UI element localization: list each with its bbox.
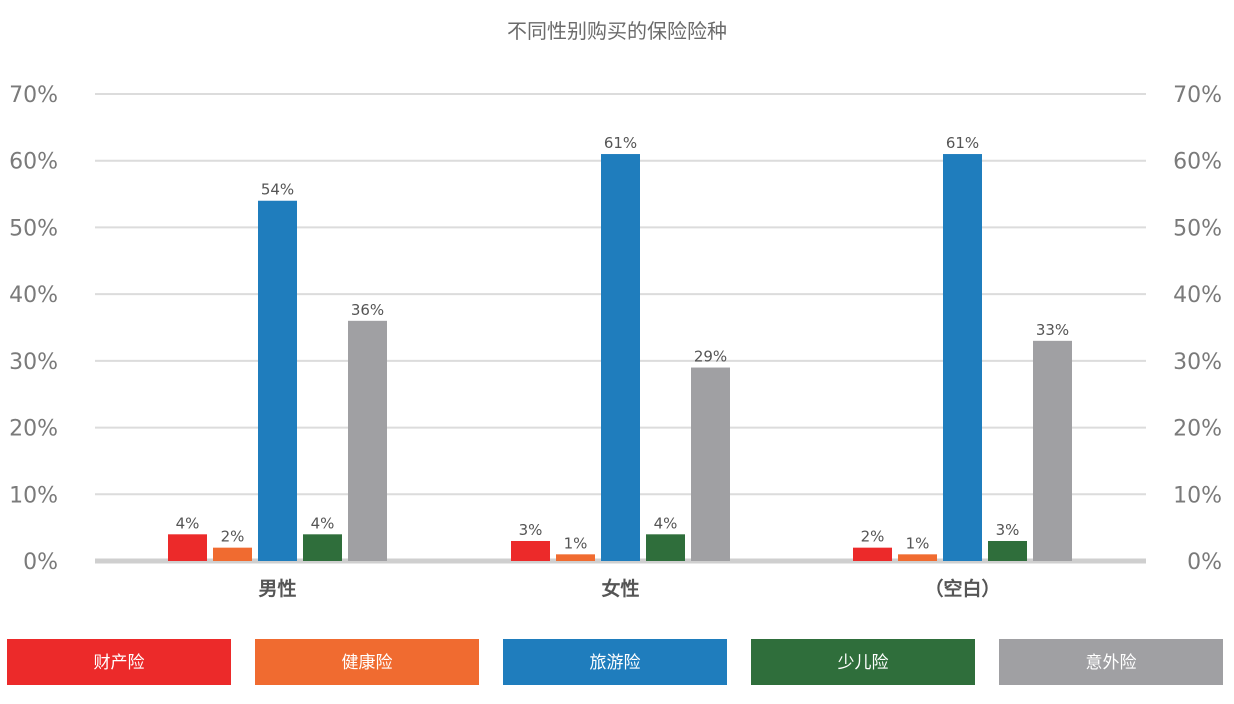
category-label: （空白） [924, 577, 1000, 600]
legend-item: 少儿险 [751, 639, 975, 685]
y-tick-label-left: 50% [9, 216, 58, 241]
bar [303, 534, 342, 561]
bar [258, 200, 297, 561]
bar [213, 547, 252, 561]
data-label: 2% [221, 528, 245, 546]
y-tick-label-right: 10% [1173, 483, 1222, 508]
legend-swatch [999, 639, 1223, 685]
legend-label: 意外险 [1086, 653, 1137, 673]
data-label: 1% [564, 534, 588, 552]
bar [853, 547, 892, 561]
chart-title: 不同性别购买的保险险种 [507, 19, 727, 43]
category-label: 男性 [258, 577, 296, 600]
bar [898, 554, 937, 561]
y-axis-right: 0% 10% 20% 30% 40% 50% 60% 70% [1173, 83, 1222, 575]
bars [168, 154, 1072, 562]
data-label: 2% [861, 528, 885, 546]
y-tick-label-left: 0% [23, 550, 58, 575]
data-label: 61% [946, 134, 979, 152]
bar [168, 534, 207, 561]
y-tick-label-left: 60% [9, 150, 58, 175]
y-axis-left: 0% 10% 20% 30% 40% 50% 60% 70% [9, 83, 58, 575]
legend-label: 财产险 [94, 653, 145, 673]
data-label: 4% [654, 514, 678, 532]
data-label: 4% [311, 514, 335, 532]
legend-swatch [255, 639, 479, 685]
y-tick-label-right: 20% [1173, 417, 1222, 442]
data-labels: 4% 2% 54% 4% 36% 3% 1% 61% 4% 29% 2% 1% 61% 3% 33% [176, 134, 1070, 552]
bar [1033, 340, 1072, 561]
y-tick-label-left: 10% [9, 483, 58, 508]
data-label: 36% [351, 301, 384, 319]
data-label: 29% [694, 348, 727, 366]
y-tick-label-right: 60% [1173, 150, 1222, 175]
y-tick-label-left: 70% [9, 83, 58, 108]
bar [691, 367, 730, 561]
data-label: 1% [906, 534, 930, 552]
y-tick-label-right: 70% [1173, 83, 1222, 108]
legend-item: 健康险 [255, 639, 479, 685]
y-tick-label-right: 50% [1173, 216, 1222, 241]
legend-item: 意外险 [999, 639, 1223, 685]
y-tick-label-left: 30% [9, 350, 58, 375]
bar [943, 154, 982, 562]
legend-swatch [503, 639, 727, 685]
legend-label: 健康险 [342, 653, 393, 673]
y-tick-label-right: 40% [1173, 283, 1222, 308]
data-label: 3% [996, 521, 1020, 539]
legend: 财产险 健康险 旅游险 少儿险 意外险 [7, 639, 1223, 685]
y-tick-label-left: 40% [9, 283, 58, 308]
data-label: 61% [604, 134, 637, 152]
legend-item: 财产险 [7, 639, 231, 685]
bar [556, 554, 595, 561]
bar [988, 540, 1027, 561]
data-label: 33% [1036, 321, 1069, 339]
category-label: 女性 [601, 577, 639, 600]
legend-label: 旅游险 [590, 653, 641, 673]
data-label: 4% [176, 514, 200, 532]
bar [511, 540, 550, 561]
data-label: 3% [519, 521, 543, 539]
y-tick-label-left: 20% [9, 417, 58, 442]
legend-swatch [751, 639, 975, 685]
category-labels: 男性 女性 （空白） [258, 577, 1000, 600]
legend-item: 旅游险 [503, 639, 727, 685]
bar [646, 534, 685, 561]
bar [348, 320, 387, 561]
data-label: 54% [261, 181, 294, 199]
y-tick-label-right: 30% [1173, 350, 1222, 375]
legend-label: 少儿险 [838, 653, 889, 673]
y-tick-label-right: 0% [1187, 550, 1222, 575]
bar [601, 154, 640, 562]
legend-swatch [7, 639, 231, 685]
